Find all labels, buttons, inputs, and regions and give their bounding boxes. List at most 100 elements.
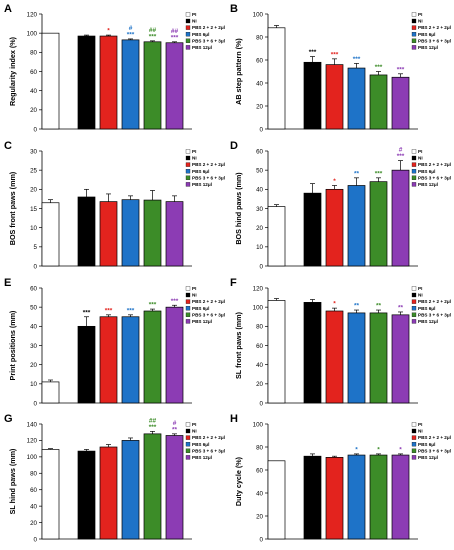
y-tick-label: 20 — [256, 103, 263, 110]
bar — [41, 32, 60, 130]
y-tick-label: 20 — [30, 187, 37, 194]
legend-label: PBS 6μl — [192, 442, 209, 447]
y-tick-label: 80 — [256, 324, 263, 331]
bar — [99, 446, 118, 540]
bar — [347, 312, 366, 404]
y-tick-label: 50 — [30, 304, 37, 311]
legend-swatch — [185, 428, 191, 434]
legend-swatch — [411, 455, 417, 460]
legend-swatch — [411, 45, 417, 50]
y-tick-label: 100 — [253, 11, 264, 18]
significance-mark: ** — [398, 304, 404, 311]
y-tick-label: 10 — [256, 244, 263, 251]
bar — [325, 457, 344, 540]
y-tick-label: 120 — [27, 438, 38, 445]
significance-mark: * — [377, 446, 380, 453]
bar — [267, 460, 286, 540]
bar — [369, 454, 388, 540]
bar — [41, 449, 60, 540]
legend-label: PBS 3 + 6 + 3μl — [418, 175, 451, 180]
y-tick-label: 40 — [30, 88, 37, 95]
panel-letter: H — [230, 413, 238, 425]
significance-mark: ## — [171, 28, 179, 35]
y-tick-label: 10 — [30, 381, 37, 388]
bar — [267, 300, 286, 404]
chart-panel-b: B AB step pattern (%) 0 20 40 60 80 100 *** *** **… — [230, 3, 451, 133]
legend-swatch — [185, 299, 191, 304]
legend-swatch — [185, 422, 191, 427]
bar — [303, 192, 322, 267]
significance-mark: ** — [172, 426, 178, 433]
y-tick-label: 100 — [27, 30, 38, 37]
legend-label: NI — [192, 19, 197, 24]
legend-swatch — [411, 448, 417, 453]
y-tick-label: 40 — [256, 80, 263, 87]
legend-swatch — [185, 306, 191, 311]
legend-swatch — [411, 442, 417, 447]
legend-swatch — [185, 175, 191, 180]
panel-letter: E — [4, 277, 11, 289]
y-axis-label: Duty cycle (%) — [234, 456, 243, 506]
legend-swatch — [411, 149, 417, 154]
bar — [165, 306, 184, 404]
bar — [347, 67, 366, 130]
significance-mark: *** — [127, 307, 135, 314]
legend-swatch — [185, 32, 191, 37]
legend-swatch — [185, 442, 191, 447]
bar — [325, 188, 344, 267]
bar — [303, 455, 322, 540]
significance-mark: *** — [397, 66, 405, 73]
bar — [99, 316, 118, 404]
significance-mark: ## — [149, 27, 157, 34]
bar — [347, 454, 366, 540]
legend-label: NI — [192, 156, 197, 161]
significance-mark: *** — [375, 64, 383, 71]
y-tick-label: 25 — [30, 167, 37, 174]
legend-label: PI — [418, 149, 422, 154]
legend-label: PBS 6μl — [418, 306, 435, 311]
bar — [267, 206, 286, 267]
legend-swatch — [185, 149, 191, 154]
bar — [41, 202, 60, 267]
legend-label: PBS 3 + 6 + 3μl — [192, 312, 225, 317]
legend-label: PI — [192, 422, 196, 427]
y-tick-label: 80 — [256, 444, 263, 451]
legend-swatch — [411, 169, 417, 174]
legend-label: PBS 2 + 2 + 2μl — [418, 435, 451, 440]
y-tick-label: 15 — [30, 206, 37, 213]
chart-panel-e: E Print positions (mm) 0 10 20 30 40 50 60 *** ***… — [4, 277, 225, 407]
legend-label: PBS 3 + 6 + 3μl — [418, 312, 451, 317]
y-tick-label: 0 — [260, 263, 264, 270]
significance-mark: *** — [397, 153, 405, 160]
y-tick-label: 30 — [256, 206, 263, 213]
y-tick-label: 10 — [30, 225, 37, 232]
y-tick-label: 80 — [30, 50, 37, 57]
legend-label: PBS 3 + 6 + 3μl — [192, 448, 225, 453]
y-tick-label: 20 — [256, 513, 263, 520]
legend-label: PBS 2 + 2 + 2μl — [418, 299, 451, 304]
bar — [347, 185, 366, 267]
legend-label: PBS 6μl — [418, 442, 435, 447]
y-tick-label: 30 — [30, 343, 37, 350]
y-tick-label: 100 — [27, 454, 38, 461]
legend-swatch — [411, 162, 417, 167]
y-tick-label: 0 — [260, 126, 264, 133]
y-tick-label: 60 — [30, 285, 37, 292]
bar — [41, 381, 60, 404]
legend-label: PBS 12μl — [418, 319, 438, 324]
significance-mark: *** — [171, 34, 179, 41]
significance-mark: ** — [354, 170, 360, 177]
y-tick-label: 100 — [253, 304, 264, 311]
legend-label: PBS 3 + 6 + 3μl — [192, 175, 225, 180]
y-axis-label: SL hind paws (mm) — [8, 448, 17, 514]
legend-label: NI — [418, 156, 423, 161]
legend-swatch — [185, 38, 191, 43]
significance-mark: *** — [375, 170, 383, 177]
y-tick-label: 0 — [260, 536, 264, 543]
bar — [165, 201, 184, 267]
legend-swatch — [411, 182, 417, 187]
y-tick-label: 40 — [256, 362, 263, 369]
legend-label: PBS 6μl — [418, 32, 435, 37]
y-tick-label: 30 — [30, 148, 37, 155]
